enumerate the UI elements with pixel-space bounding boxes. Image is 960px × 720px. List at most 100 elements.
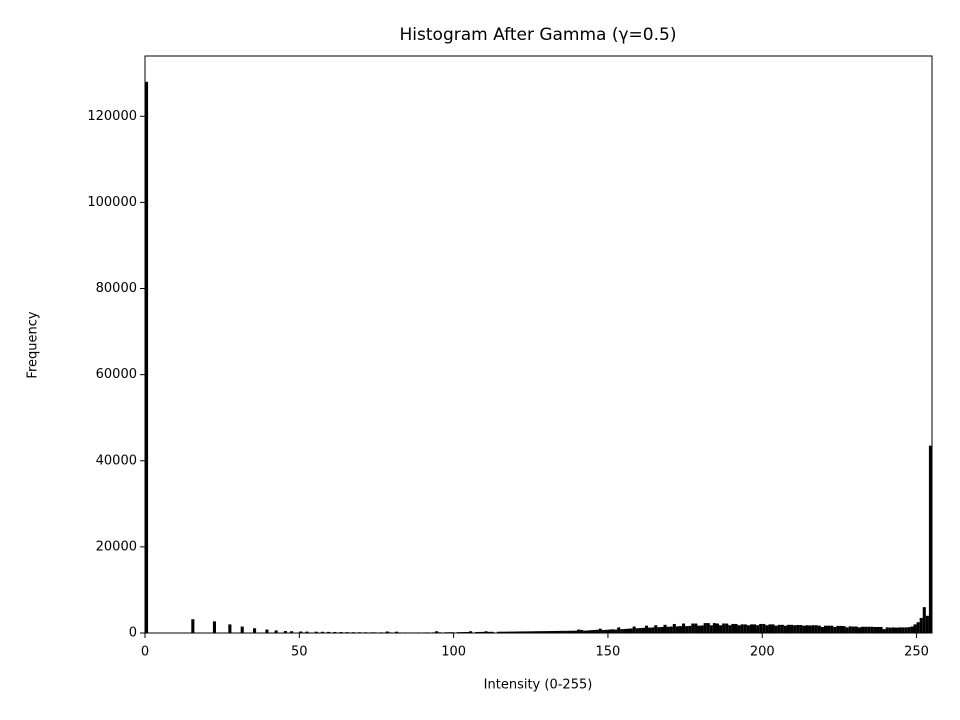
bar	[527, 631, 531, 633]
bar	[728, 625, 732, 633]
bar	[299, 631, 303, 633]
x-tick-label: 250	[904, 645, 929, 660]
bar	[487, 631, 491, 633]
bar	[827, 625, 831, 633]
bar	[894, 627, 899, 633]
bar	[922, 607, 926, 633]
bar	[546, 631, 550, 633]
bar	[740, 624, 744, 633]
bar	[793, 625, 797, 633]
bar	[290, 631, 294, 633]
bar	[688, 625, 692, 633]
bar	[191, 619, 195, 633]
bar	[484, 631, 488, 633]
bar	[518, 631, 522, 633]
bar	[503, 631, 507, 633]
bar	[780, 624, 784, 633]
bar	[333, 631, 337, 633]
bar	[530, 631, 534, 633]
bar	[240, 626, 244, 633]
bar	[898, 627, 902, 633]
bar	[435, 631, 439, 633]
bar	[577, 629, 581, 633]
bar	[709, 625, 713, 633]
bar	[734, 623, 738, 633]
bar	[586, 630, 590, 633]
bar	[768, 624, 772, 633]
bar	[629, 628, 633, 633]
bar	[901, 627, 905, 633]
bar	[512, 631, 516, 633]
bar	[833, 626, 837, 633]
bar	[580, 629, 584, 633]
bar	[830, 625, 834, 633]
bar	[694, 623, 698, 633]
bar	[469, 631, 473, 633]
x-tick-label: 0	[141, 645, 149, 660]
y-tick-label: 60000	[96, 367, 137, 382]
bar	[790, 624, 794, 633]
bar	[327, 631, 331, 633]
bar	[885, 627, 889, 633]
bar	[552, 630, 556, 633]
y-tick-label: 40000	[96, 453, 137, 468]
bar	[549, 631, 553, 633]
y-axis-label: Frequency	[26, 311, 41, 378]
bar	[799, 625, 803, 633]
bar	[759, 623, 763, 633]
bar	[635, 628, 639, 633]
bar	[657, 627, 661, 633]
bar	[660, 626, 664, 633]
bar	[533, 631, 537, 633]
bar	[752, 624, 757, 633]
x-tick-label: 50	[291, 645, 308, 660]
bar	[611, 629, 615, 633]
bar	[509, 631, 513, 633]
bar	[666, 626, 670, 633]
bar	[888, 627, 892, 633]
bar	[864, 626, 868, 633]
bar	[836, 625, 840, 633]
bar	[669, 626, 673, 633]
y-tick-label: 20000	[96, 539, 137, 554]
bar	[842, 626, 846, 633]
bar	[558, 630, 562, 633]
bar	[870, 626, 874, 633]
bar	[678, 626, 683, 633]
bar	[592, 629, 596, 633]
bar	[746, 625, 750, 633]
bar	[891, 627, 895, 633]
bar	[648, 627, 652, 633]
bar	[774, 625, 778, 633]
bar	[604, 629, 608, 633]
bar	[814, 625, 818, 633]
bar	[857, 627, 862, 633]
bar	[703, 623, 707, 633]
bar	[879, 626, 883, 633]
bar	[848, 626, 852, 633]
bar	[749, 624, 753, 633]
bar	[499, 631, 504, 633]
bar	[274, 630, 278, 633]
bar	[654, 625, 658, 633]
bar	[786, 624, 791, 633]
bar	[305, 631, 309, 633]
bar	[490, 631, 494, 633]
bar	[882, 629, 886, 633]
bar	[719, 625, 723, 633]
bar	[394, 631, 399, 633]
bar	[570, 630, 574, 633]
bar	[820, 626, 824, 633]
bar	[854, 626, 858, 633]
bar	[771, 624, 775, 633]
bar	[524, 631, 528, 633]
bar	[567, 630, 571, 633]
bar	[928, 445, 932, 633]
bar	[644, 625, 649, 633]
bar	[916, 622, 920, 633]
bar	[765, 625, 769, 633]
bar	[481, 631, 485, 633]
bar	[873, 626, 877, 633]
bar	[589, 630, 593, 633]
